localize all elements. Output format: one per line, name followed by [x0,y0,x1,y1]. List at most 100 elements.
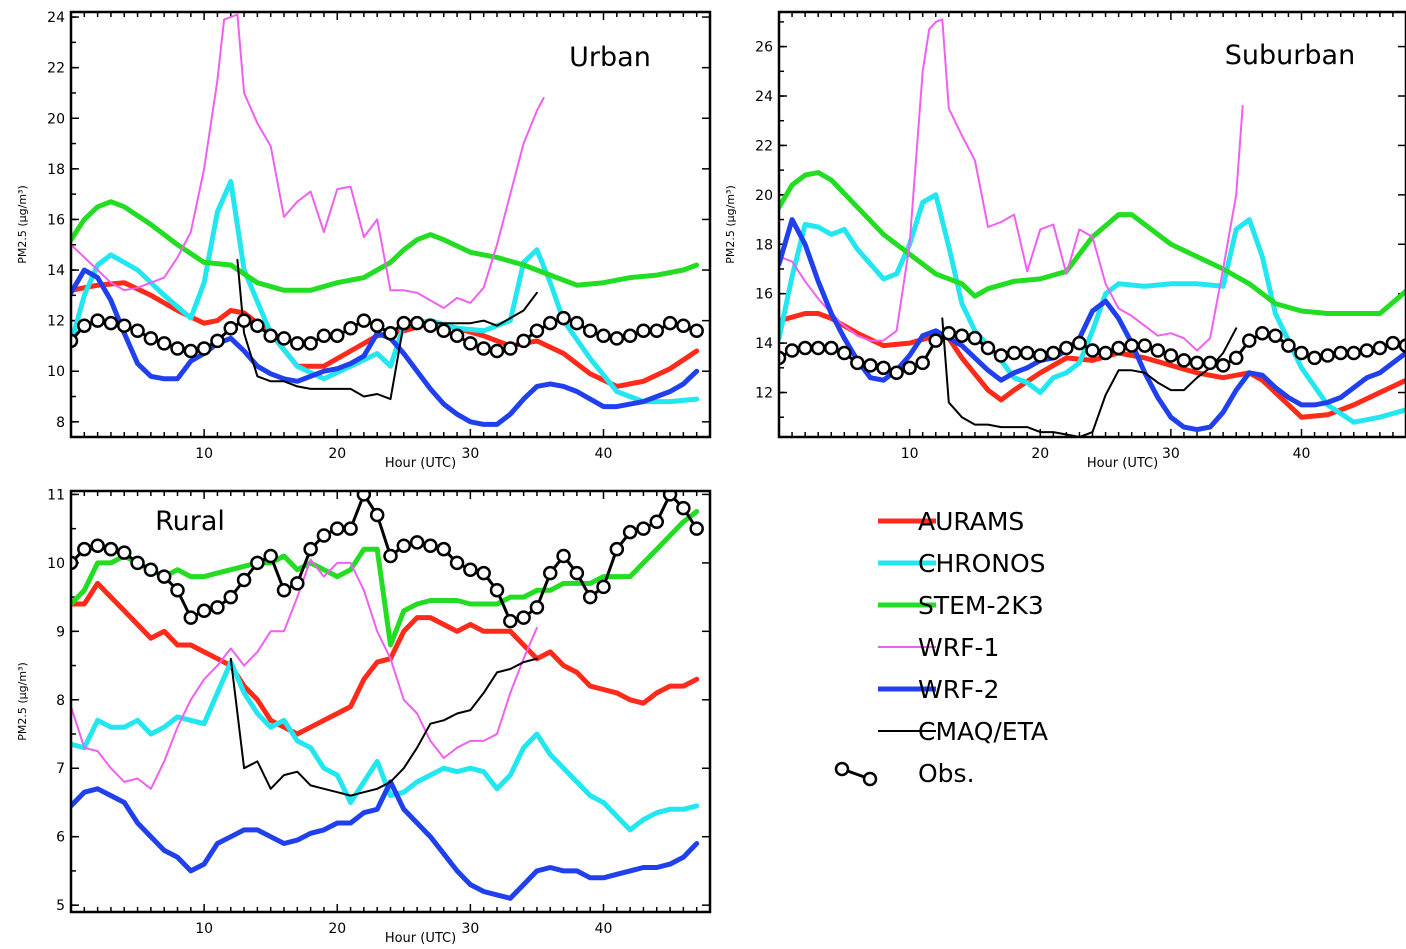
panel-suburban: 12 14 16 18 20 22 24 26 10 20 30 40 Suburban Hour (UT… [724,10,1406,471]
obs-marker [1398,338,1406,353]
obs-marker [797,340,813,356]
x-tick-label: 40 [595,446,613,462]
obs-marker [103,541,119,557]
obs-marker [636,323,651,338]
obs-marker [582,323,598,338]
obs-marker [449,555,465,571]
legend-label: CHRONOS [918,549,1046,578]
x-tick-label: 30 [1162,446,1180,462]
obs-marker [130,323,145,338]
legend-label: AURAMS [918,507,1024,536]
obs-marker [810,340,826,356]
obs-marker [489,343,505,359]
obs-marker [369,318,385,333]
legend: AURAMS CHRONOS STEM-2K3 WRF-1 WRF-2 CMAQ/ETA O… [834,507,1048,788]
obs-marker [183,610,199,625]
x-axis-label: Hour (UTC) [385,931,456,946]
obs-marker [263,548,278,564]
obs-marker [343,521,358,536]
x-tick-label: 10 [901,446,919,462]
series-line-cmaq-eta [229,657,538,797]
plot-frame [777,10,1406,439]
obs-marker [117,318,132,333]
obs-marker [316,328,332,344]
obs-marker [503,341,518,356]
y-tick-label: 22 [755,138,773,154]
legend-swatch-marker [862,771,878,787]
obs-marker [649,323,664,338]
obs-marker [263,328,278,344]
obs-marker [196,603,212,619]
obs-marker [396,538,412,554]
plot-frame [69,489,712,914]
obs-marker [476,341,491,356]
y-tick-label: 26 [755,40,773,56]
obs-marker [276,583,292,598]
series-line-chronos [779,192,1406,425]
y-tick-label: 20 [755,188,773,204]
panel-title: Suburban [1225,40,1355,71]
obs-marker [543,565,558,581]
obs-marker [850,355,865,371]
obs-marker [1202,355,1218,371]
obs-marker [223,320,238,336]
y-tick-label: 18 [47,162,65,178]
obs-marker [436,323,451,338]
obs-marker [1124,338,1139,353]
obs-marker [409,535,425,550]
obs-marker [529,600,545,615]
x-tick-label: 20 [1031,446,1049,462]
obs-marker [779,350,787,366]
y-tick-label: 12 [755,386,773,402]
obs-marker [463,336,478,351]
obs-marker [330,521,345,536]
series-line-stem-2k3 [71,509,700,648]
x-tick-label: 40 [595,921,613,937]
obs-marker [156,569,172,584]
legend-label: WRF-1 [918,633,999,662]
y-tick-label: 8 [56,415,65,431]
obs-marker [1019,345,1035,361]
obs-marker [476,565,491,581]
obs-marker [356,313,372,328]
obs-marker [1150,343,1166,358]
y-tick-label: 5 [56,898,65,914]
plot-frame [69,10,712,439]
y-tick-label: 10 [47,556,65,572]
x-tick-label: 40 [1293,446,1311,462]
obs-marker [662,491,678,502]
obs-marker [71,333,79,349]
obs-marker [824,340,839,356]
obs-marker [1098,345,1113,361]
obs-marker [1281,338,1296,353]
y-tick-label: 9 [56,624,65,640]
y-axis-label: PM2.5 (µg/m³) [16,185,29,264]
series-line-cmaq-eta [941,317,1238,437]
obs-marker [236,313,252,328]
obs-marker [156,336,172,351]
obs-marker [1072,335,1087,351]
obs-marker [1294,345,1309,361]
obs-marker [543,315,558,331]
obs-marker [276,331,292,346]
obs-marker [436,541,451,557]
y-axis-label: PM2.5 (µg/m³) [16,662,29,741]
series-line-wrf-2 [71,779,700,901]
obs-marker [77,318,92,333]
y-tick-label: 20 [47,111,65,127]
obs-marker [1255,325,1270,341]
obs-marker [516,610,531,625]
y-tick-label: 24 [755,89,773,105]
series-line-chronos [71,659,700,833]
obs-marker [343,320,358,336]
obs-marker [689,323,704,338]
obs-marker [1059,340,1074,356]
y-tick-label: 24 [47,10,65,26]
obs-marker [928,333,943,348]
series-line-aurams [779,311,1406,420]
obs-marker [103,315,119,331]
obs-marker [117,545,132,560]
obs-marker [529,323,545,338]
obs-marker [569,315,585,331]
obs-marker [1268,328,1283,343]
